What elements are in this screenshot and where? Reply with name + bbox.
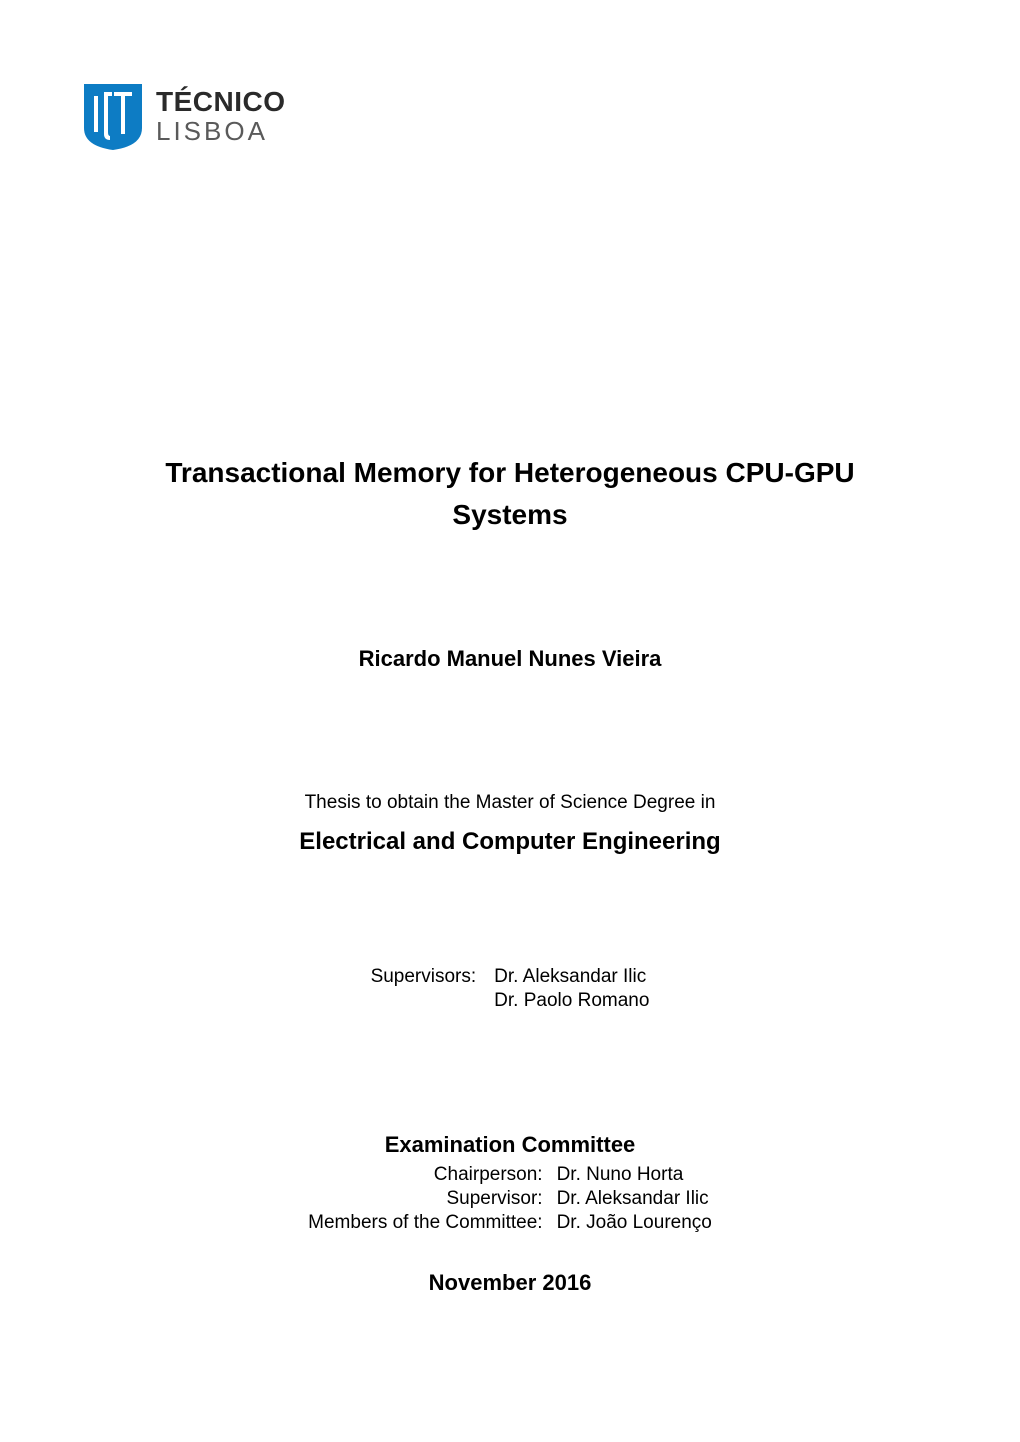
thesis-title: Transactional Memory for Heterogeneous C… [80,452,940,536]
thesis-cover-page: TÉCNICO LISBOA Transactional Memory for … [0,0,1020,1442]
title-line1: Transactional Memory for Heterogeneous C… [165,457,854,488]
committee-row-value: Dr. Aleksandar Ilic [557,1188,712,1210]
logo-line1: TÉCNICO [156,88,286,116]
committee-row-value: Dr. João Lourenço [557,1212,712,1234]
supervisors-label: Supervisors: [371,966,477,988]
institution-logo: TÉCNICO LISBOA [80,80,940,152]
title-line2: Systems [452,499,567,530]
committee-block: Chairperson: Dr. Nuno Horta Supervisor: … [80,1164,940,1234]
committee-row-label: Members of the Committee: [308,1212,542,1234]
degree-intro: Thesis to obtain the Master of Science D… [80,792,940,814]
tecnico-shield-icon [80,80,146,152]
thesis-date: November 2016 [80,1270,940,1296]
committee-table: Chairperson: Dr. Nuno Horta Supervisor: … [308,1164,712,1234]
supervisor-2: Dr. Paolo Romano [494,990,649,1012]
committee-row-value: Dr. Nuno Horta [557,1164,712,1186]
supervisor-1: Dr. Aleksandar Ilic [494,966,649,988]
supervisors-label-empty [371,990,477,1012]
logo-line2: LISBOA [156,118,286,144]
author-name: Ricardo Manuel Nunes Vieira [80,646,940,672]
degree-name: Electrical and Computer Engineering [80,828,940,856]
committee-row-label: Chairperson: [308,1164,542,1186]
supervisors-block: Supervisors: Dr. Aleksandar Ilic Dr. Pao… [80,966,940,1012]
logo-text: TÉCNICO LISBOA [156,88,286,144]
committee-row-label: Supervisor: [308,1188,542,1210]
supervisors-table: Supervisors: Dr. Aleksandar Ilic Dr. Pao… [371,966,650,1012]
committee-heading: Examination Committee [80,1132,940,1158]
